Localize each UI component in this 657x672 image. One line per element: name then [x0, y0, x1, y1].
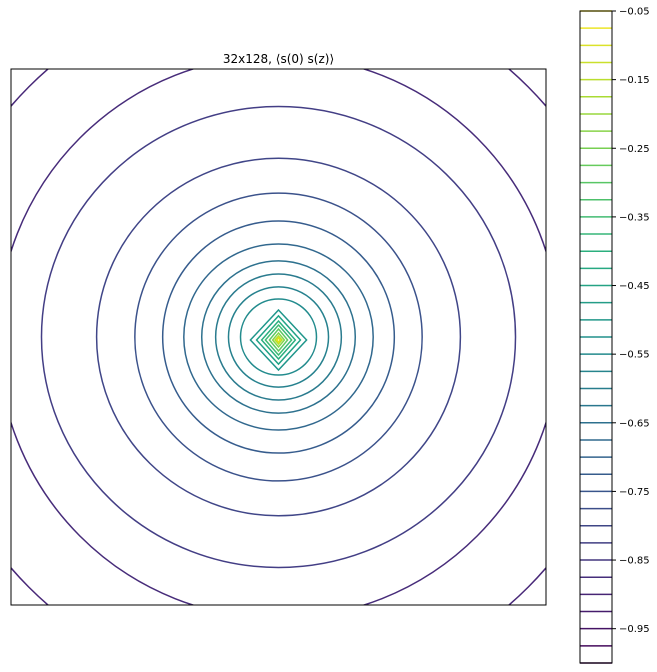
chart-title: 32x128, ⟨s(0) s(z)⟩ [223, 52, 334, 66]
colorbar-tick-label-7: −0.75 [619, 487, 650, 498]
colorbar: −0.05 −0.15 −0.25 −0.35 −0.45 −0.55 −0.65 −0.75… [580, 7, 650, 664]
contour-line-12 [250, 310, 306, 370]
colorbar-tick-label-9: −0.95 [619, 624, 650, 635]
colorbar-tick-label-2: −0.25 [619, 144, 650, 155]
colorbar-tick-label-6: −0.65 [619, 418, 650, 429]
contour-line-13 [257, 316, 301, 364]
contour-line-14 [262, 321, 296, 359]
colorbar-tick-label-3: −0.35 [619, 212, 650, 223]
colorbar-tick-label-1: −0.15 [619, 75, 650, 86]
colorbar-tick-label-4: −0.45 [619, 281, 650, 292]
colorbar-tick-label-0: −0.05 [619, 7, 650, 18]
colorbar-tick-label-5: −0.55 [619, 350, 650, 361]
colorbar-tick-label-8: −0.85 [619, 556, 650, 567]
contour-line-19 [277, 338, 280, 342]
